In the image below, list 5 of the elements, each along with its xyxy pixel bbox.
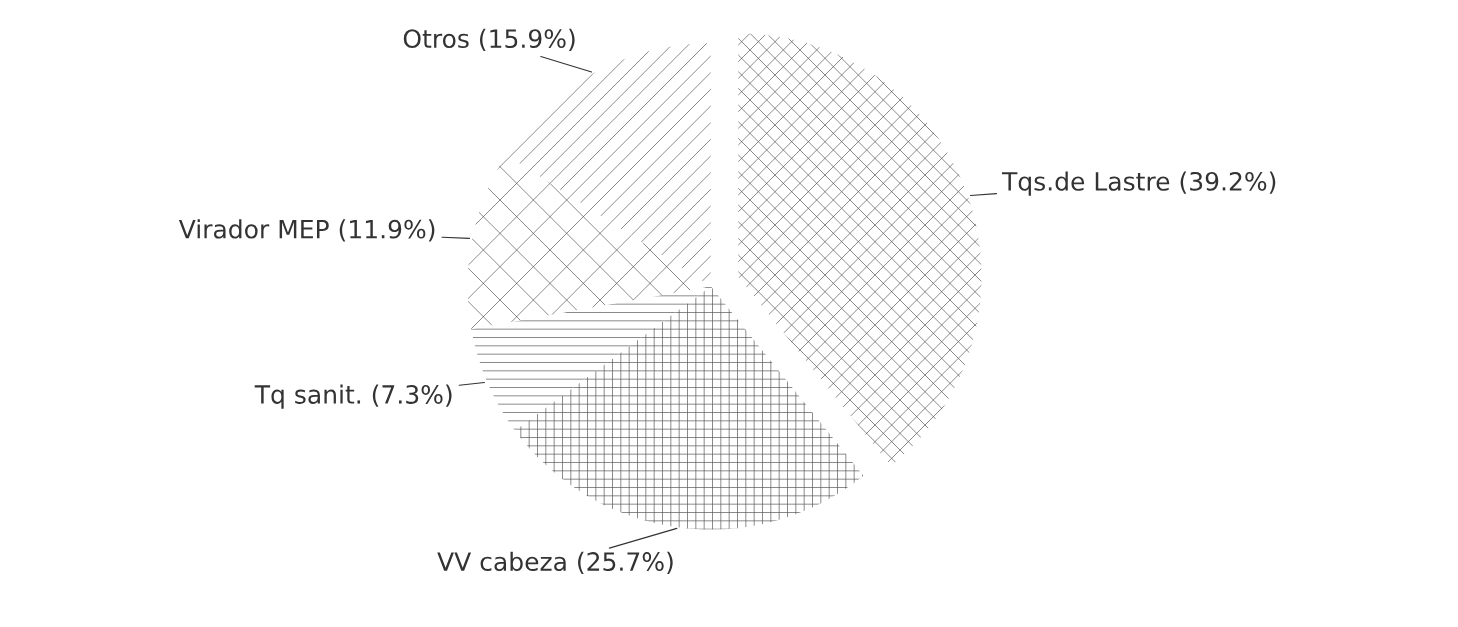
slice-label: Tqs.de Lastre (39.2%) (1001, 171, 1276, 196)
slice-label: Virador MEP (11.9%) (178, 219, 435, 242)
slice-label: Otros (15.9%) (403, 28, 575, 52)
slice-label: Tq sanit. (7.3%) (254, 384, 452, 409)
slice-label: VV cabeza (25.7%) (437, 551, 673, 574)
